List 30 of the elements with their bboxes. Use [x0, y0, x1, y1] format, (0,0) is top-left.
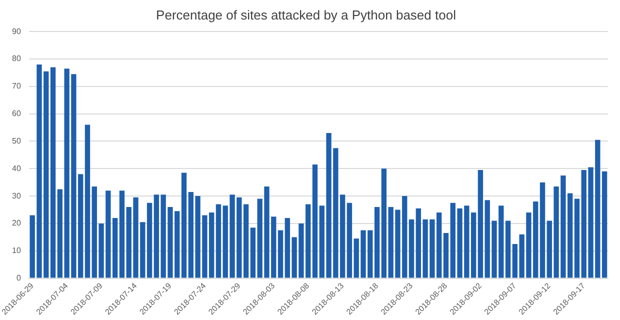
bar — [119, 190, 125, 278]
chart-title: Percentage of sites attacked by a Python based tool — [156, 7, 456, 22]
y-tick-label: 40 — [12, 164, 22, 173]
bar — [574, 198, 580, 278]
bar — [346, 202, 352, 278]
y-tick-label: 90 — [12, 26, 22, 36]
bar — [250, 228, 256, 278]
y-tick-label: 20 — [12, 218, 22, 228]
bar — [312, 164, 318, 278]
bar — [443, 233, 449, 278]
bar — [381, 168, 387, 278]
y-tick-label: 10 — [12, 246, 22, 256]
bar — [602, 171, 608, 278]
y-tick-label: 0 — [16, 273, 22, 282]
y-tick-label: 80 — [12, 54, 22, 64]
bar — [278, 230, 284, 278]
bar — [50, 67, 56, 278]
y-tick-label: 30 — [12, 191, 22, 200]
bar — [84, 124, 90, 278]
y-tick-label: 60 — [12, 109, 22, 118]
bar — [408, 219, 414, 278]
bar — [181, 172, 187, 278]
y-tick-label: 70 — [12, 82, 22, 91]
y-tick-label: 50 — [12, 136, 22, 146]
bar — [374, 207, 380, 278]
bar — [540, 182, 546, 278]
bar — [146, 202, 152, 278]
bar — [505, 220, 511, 278]
bar — [216, 204, 222, 278]
bar — [478, 170, 484, 278]
